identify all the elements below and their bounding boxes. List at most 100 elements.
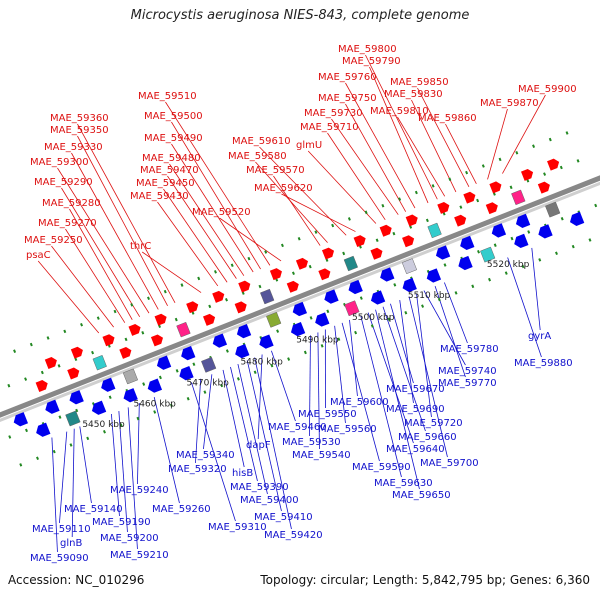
forward-gene-arrow	[234, 301, 247, 314]
reverse-gene-label: MAE_59310	[208, 522, 267, 533]
reverse-gene-label: dapF	[246, 440, 271, 451]
forward-gene-label: MAE_59750	[318, 93, 377, 104]
reverse-gene-label: MAE_59640	[386, 444, 445, 455]
forward-gene-label: MAE_59500	[144, 111, 203, 122]
forward-gene-arrow	[353, 235, 366, 248]
reverse-gene-arrow	[514, 233, 529, 249]
forward-gene-label: glmU	[296, 140, 322, 151]
reverse-leader-line	[334, 325, 346, 424]
forward-gene-label: MAE_59520	[192, 207, 251, 218]
forward-gene-arrow	[437, 202, 450, 214]
forward-gene-arrow	[485, 202, 498, 215]
forward-gene-label: MAE_59580	[228, 151, 287, 162]
reverse-gene-arrow	[538, 224, 553, 239]
forward-gene-label: MAE_59450	[136, 178, 195, 189]
reverse-gene-label: MAE_59550	[298, 409, 357, 420]
reverse-gene-label: MAE_59660	[398, 432, 457, 443]
forward-leader-line	[345, 103, 407, 212]
forward-leader-line	[51, 245, 114, 328]
forward-gene-label: MAE_59710	[300, 122, 359, 133]
reverse-leader-line	[230, 366, 258, 482]
gene-labels: psaC MAE_59250 MAE_59270 MAE_59280 MAE_59290…	[24, 44, 577, 564]
reverse-gene-label: MAE_59650	[392, 490, 451, 501]
forward-gene-arrow	[67, 367, 80, 380]
reverse-gene-label: MAE_59880	[514, 358, 573, 369]
reverse-gene-arrow	[402, 277, 417, 293]
reverse-gene-arrow	[91, 400, 107, 415]
forward-gene-label: MAE_59300	[30, 157, 89, 168]
reverse-gene-arrow	[13, 412, 29, 427]
forward-leader-line	[141, 251, 202, 293]
reverse-gene-arrow	[36, 422, 51, 437]
reverse-gene-label: MAE_59720	[404, 418, 463, 429]
reverse-gene-arrow	[212, 333, 228, 348]
reverse-gene-label: MAE_59780	[440, 344, 499, 355]
forward-gene-arrow	[489, 181, 502, 194]
forward-gene-box	[427, 222, 442, 239]
forward-gene-arrow	[186, 301, 199, 314]
reverse-gene-arrow	[426, 268, 442, 283]
forward-gene-box	[92, 354, 107, 371]
reverse-gene-arrow	[435, 245, 451, 260]
forward-leader-line	[167, 175, 237, 279]
forward-leader-line	[259, 146, 347, 236]
forward-gene-label: MAE_59870	[480, 98, 539, 109]
reverse-gene-label: MAE_59700	[420, 458, 479, 469]
reverse-gene-label: MAE_59590	[352, 462, 411, 473]
reverse-gene-arrow	[181, 346, 196, 361]
forward-gene-label: MAE_59610	[232, 136, 291, 147]
forward-gene-arrow	[128, 323, 141, 336]
forward-gene-label: psaC	[26, 250, 51, 261]
reverse-leader-line	[399, 300, 414, 404]
forward-gene-label: MAE_59290	[34, 177, 93, 188]
map-title: Microcystis aeruginosa NIES-843, complet…	[130, 8, 470, 23]
reverse-gene-arrow	[45, 399, 60, 414]
forward-gene-label: MAE_59250	[24, 235, 83, 246]
reverse-gene-arrow	[179, 366, 194, 381]
reverse-gene-label: MAE_59540	[292, 450, 351, 461]
reverse-gene-arrow	[315, 312, 330, 327]
reverse-gene-box	[344, 300, 360, 317]
reverse-gene-label: MAE_59390	[230, 482, 289, 493]
reverse-gene-arrow	[380, 267, 395, 282]
scale-tick-label: 5520 kbp	[487, 260, 530, 270]
reverse-leader-line	[127, 407, 138, 550]
reverse-leader-line	[382, 306, 426, 432]
backbone-line	[0, 175, 600, 418]
reverse-gene-box	[201, 356, 217, 373]
forward-leader-line	[171, 121, 261, 270]
reverse-gene-label: MAE_59240	[110, 485, 169, 496]
forward-gene-label: MAE_59270	[38, 218, 97, 229]
genome-backbone	[0, 175, 600, 422]
reverse-gene-arrow	[290, 321, 306, 337]
scale-tick-label: 5510 kbp	[408, 291, 451, 301]
scale-tick-label: 5470 kbp	[186, 379, 229, 389]
reverse-leader-line	[111, 413, 120, 517]
forward-gene-arrow	[102, 334, 115, 347]
reverse-leader-line	[408, 296, 448, 458]
forward-gene-label: MAE_59350	[50, 125, 109, 136]
reverse-gene-label: MAE_59690	[386, 404, 445, 415]
reverse-gene-label: MAE_59210	[110, 550, 169, 561]
reverse-gene-arrow	[236, 323, 252, 339]
forward-gene-arrow	[463, 191, 476, 204]
scale-tick-label: 5480 kbp	[240, 357, 283, 367]
scale-tick-label: 5490 kbp	[296, 335, 339, 345]
forward-leader-line	[417, 87, 470, 187]
forward-gene-arrow	[154, 313, 167, 326]
forward-gene-arrow	[238, 280, 251, 293]
gene-features	[13, 158, 585, 437]
reverse-leader-line	[237, 363, 268, 495]
reverse-gene-arrow	[259, 334, 274, 349]
reverse-leader-line	[203, 374, 213, 450]
forward-leader-line	[307, 150, 377, 224]
forward-leader-line	[411, 99, 457, 193]
forward-gene-label: MAE_59800	[338, 44, 397, 55]
reverse-leader-line	[118, 411, 128, 533]
reverse-leader-line	[257, 354, 263, 440]
reverse-gene-arrow	[324, 289, 339, 304]
reverse-gene-label: MAE_59110	[32, 524, 91, 535]
reverse-gene-label: MAE_59670	[386, 384, 445, 395]
reverse-gene-box	[545, 201, 561, 218]
